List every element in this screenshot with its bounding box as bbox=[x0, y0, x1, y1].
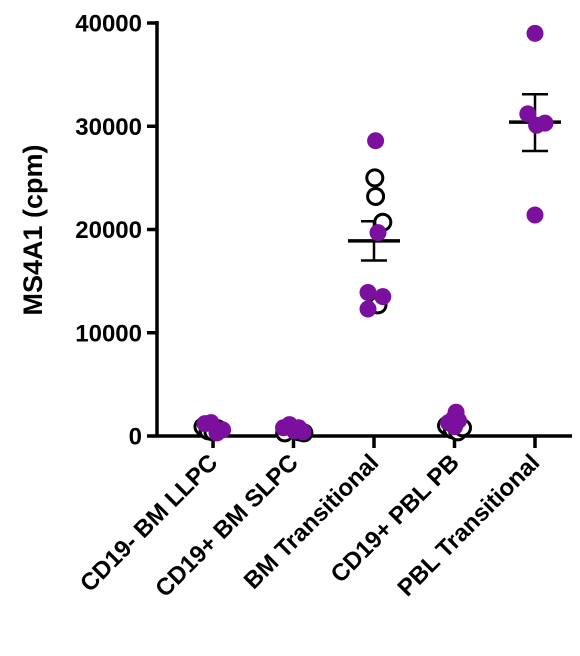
data-point-open bbox=[365, 168, 385, 188]
x-category-label: PBL Transitional bbox=[393, 449, 546, 602]
data-points bbox=[193, 24, 554, 443]
y-ticks: 0 10000 20000 30000 40000 bbox=[75, 11, 157, 451]
data-point-filled bbox=[369, 224, 387, 242]
data-point-filled bbox=[294, 423, 312, 441]
data-point-filled bbox=[214, 421, 232, 439]
y-axis-title: MS4A1 (cpm) bbox=[18, 144, 48, 315]
data-point-filled bbox=[536, 114, 554, 132]
data-point-filled bbox=[526, 24, 544, 42]
y-tick-label: 10000 bbox=[75, 320, 142, 347]
x-category-label: BM Transitional bbox=[239, 449, 384, 594]
data-point-filled bbox=[359, 283, 377, 301]
x-category-label: CD19+ BM SLPC bbox=[150, 449, 303, 602]
x-category-label: CD19- BM LLPC bbox=[75, 449, 223, 597]
data-point-filled bbox=[526, 206, 544, 224]
data-point-filled bbox=[446, 418, 463, 436]
y-tick-label: 30000 bbox=[75, 114, 142, 141]
data-point-filled bbox=[367, 132, 385, 150]
y-tick-label: 20000 bbox=[75, 217, 142, 244]
data-point-filled bbox=[359, 300, 377, 318]
axes bbox=[155, 21, 572, 438]
y-tick-label: 0 bbox=[129, 424, 142, 451]
data-point-filled bbox=[374, 288, 392, 306]
data-point-open bbox=[366, 186, 386, 206]
y-tick-label: 40000 bbox=[75, 11, 142, 38]
y-axis-title-group: MS4A1 (cpm) bbox=[18, 144, 48, 315]
